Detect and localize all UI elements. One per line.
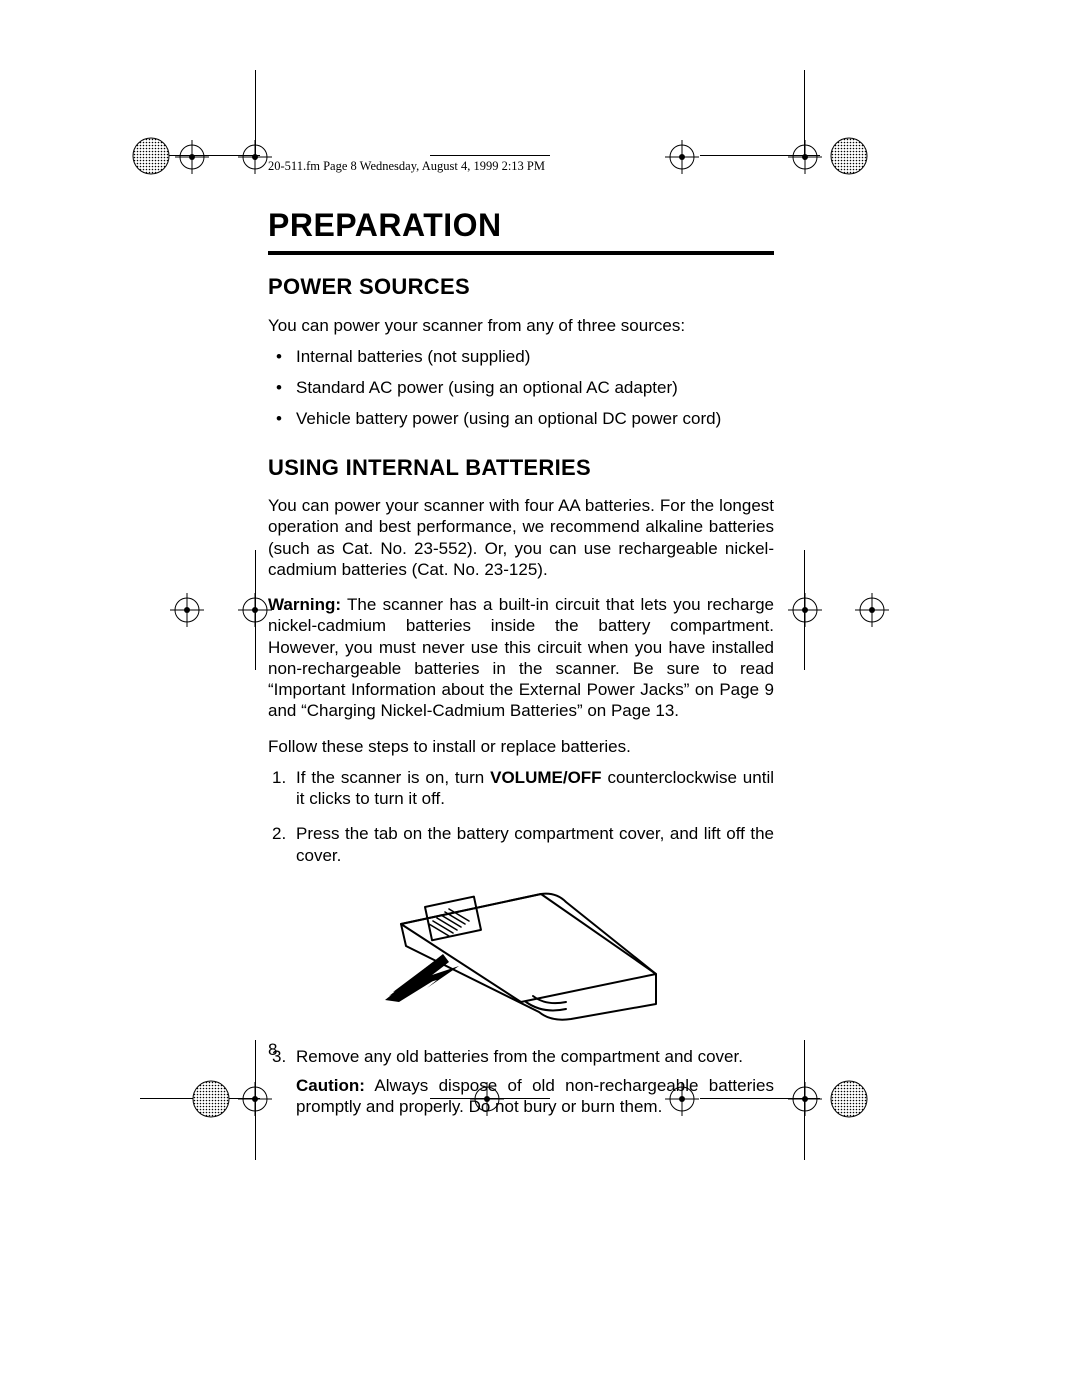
document-page: 20-511.fm Page 8 Wednesday, August 4, 19…	[0, 0, 1080, 1397]
screenmark-icon	[828, 135, 870, 177]
step-1-pre: If the scanner is on, turn	[296, 768, 490, 787]
power-sources-intro: You can power your scanner from any of t…	[268, 315, 774, 336]
heading-power-sources: POWER SOURCES	[268, 273, 774, 301]
step-3-caution: Caution: Always dispose of old non-recha…	[296, 1075, 774, 1118]
running-header: 20-511.fm Page 8 Wednesday, August 4, 19…	[268, 159, 545, 174]
step-2: Press the tab on the battery compartment…	[268, 823, 774, 866]
content-area: PREPARATION POWER SOURCES You can power …	[268, 205, 774, 1132]
regmark-icon	[238, 140, 272, 174]
regmark-icon	[788, 1082, 822, 1116]
batteries-warning: Warning: The scanner has a built-in circ…	[268, 594, 774, 722]
power-sources-list: Internal batteries (not supplied) Standa…	[268, 346, 774, 430]
screenmark-icon	[130, 135, 172, 177]
step-1: If the scanner is on, turn VOLUME/OFF co…	[268, 767, 774, 810]
regmark-icon	[665, 140, 699, 174]
heading-internal-batteries: USING INTERNAL BATTERIES	[268, 454, 774, 482]
regmark-icon	[855, 593, 889, 627]
battery-cover-figure	[371, 884, 671, 1024]
list-item: Vehicle battery power (using an optional…	[268, 408, 774, 429]
regmark-icon	[788, 140, 822, 174]
install-steps-cont: Remove any old batteries from the compar…	[268, 1046, 774, 1118]
caution-label: Caution:	[296, 1076, 365, 1095]
caution-body: Always dispose of old non-rechargeable b…	[296, 1076, 774, 1116]
regmark-icon	[238, 593, 272, 627]
batteries-p1: You can power your scanner with four AA …	[268, 495, 774, 580]
warning-label: Warning:	[268, 595, 341, 614]
list-item: Standard AC power (using an optional AC …	[268, 377, 774, 398]
step-3: Remove any old batteries from the compar…	[268, 1046, 774, 1118]
regmark-icon	[170, 593, 204, 627]
screenmark-icon	[828, 1078, 870, 1120]
heading-preparation: PREPARATION	[268, 205, 774, 245]
cropmark	[430, 155, 550, 156]
batteries-follow: Follow these steps to install or replace…	[268, 736, 774, 757]
regmark-icon	[238, 1082, 272, 1116]
list-item: Internal batteries (not supplied)	[268, 346, 774, 367]
step-3-text: Remove any old batteries from the compar…	[296, 1047, 743, 1066]
warning-body: The scanner has a built-in circuit that …	[268, 595, 774, 720]
step-1-bold: VOLUME/OFF	[490, 768, 601, 787]
regmark-icon	[788, 593, 822, 627]
install-steps: If the scanner is on, turn VOLUME/OFF co…	[268, 767, 774, 866]
screenmark-icon	[190, 1078, 232, 1120]
title-rule	[268, 251, 774, 255]
page-number: 8	[268, 1040, 277, 1060]
regmark-icon	[175, 140, 209, 174]
